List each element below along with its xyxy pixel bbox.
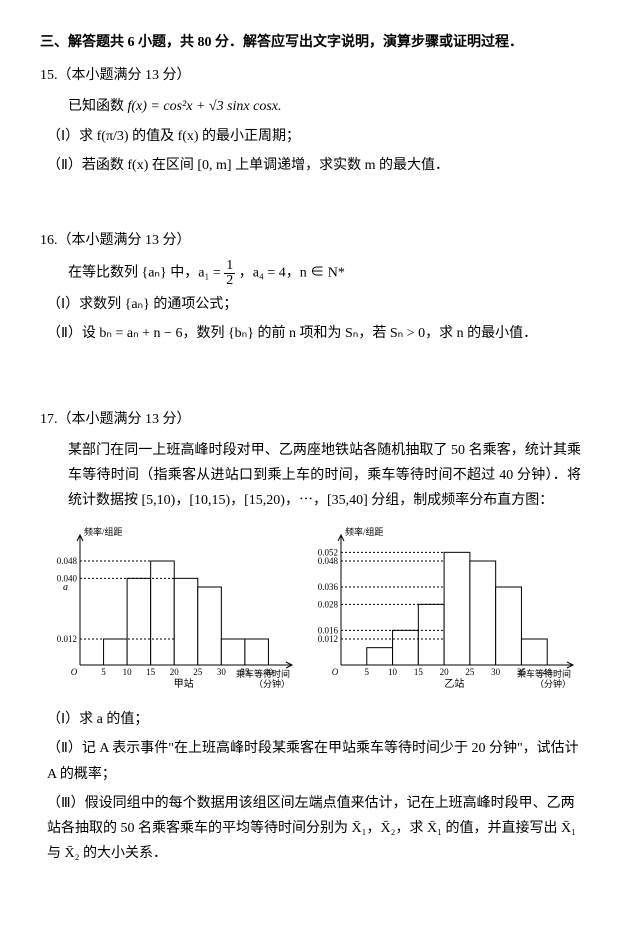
svg-text:15: 15: [414, 667, 424, 677]
p17-body: 某部门在同一上班高峰时段对甲、乙两座地铁站各随机抽取了 50 名乘客，统计其乘车…: [40, 438, 581, 514]
p16-frac: 1 2: [224, 259, 235, 288]
problem-16: 16.（本小题满分 13 分） 在等比数列 {aₙ} 中，a₁ = 1 2 ，a…: [40, 228, 581, 347]
svg-text:频率/组距: 频率/组距: [84, 526, 123, 537]
problem-16-given: 在等比数列 {aₙ} 中，a₁ = 1 2 ，a₄ = 4，n ∈ N*: [40, 259, 581, 288]
svg-text:30: 30: [217, 667, 227, 677]
p17-part3: （Ⅲ）假设同组中的每个数据用该组区间左端点值来估计，记在上班高峰时段甲、乙两站各…: [40, 791, 581, 867]
svg-text:0.016: 0.016: [318, 626, 339, 636]
charts-row: 0.0120.0400.048aO510152025303540频率/组距甲站乘…: [40, 525, 581, 695]
problem-17-header: 17.（本小题满分 13 分）: [40, 407, 581, 432]
p15-given-pre: 已知函数: [68, 99, 128, 114]
svg-text:5: 5: [365, 667, 370, 677]
svg-text:10: 10: [388, 667, 398, 677]
svg-text:甲站: 甲站: [174, 677, 194, 690]
p16-frac-den: 2: [224, 274, 235, 288]
p16-part2: （Ⅱ）设 bₙ = aₙ + n − 6，数列 {bₙ} 的前 n 项和为 Sₙ…: [40, 321, 581, 346]
svg-text:（分钟）: （分钟）: [535, 678, 571, 689]
chart-yi: 0.0120.016 0.028 0.036 0.0480.052 O 5 10 15 20 25…: [301, 525, 581, 695]
section-header: 三、解答题共 6 小题，共 80 分．解答应写出文字说明，演算步骤或证明过程．: [40, 30, 581, 55]
svg-text:乙站: 乙站: [444, 677, 464, 690]
svg-text:O: O: [71, 667, 78, 677]
svg-text:0.012: 0.012: [318, 634, 338, 644]
svg-text:25: 25: [193, 667, 203, 677]
svg-text:25: 25: [465, 667, 475, 677]
svg-text:10: 10: [123, 667, 133, 677]
svg-text:0.052: 0.052: [318, 548, 338, 558]
p16-part1: （Ⅰ）求数列 {aₙ} 的通项公式；: [40, 292, 581, 317]
svg-text:15: 15: [146, 667, 156, 677]
problem-15-header: 15.（本小题满分 13 分）: [40, 63, 581, 88]
svg-text:5: 5: [101, 667, 106, 677]
svg-text:0.028: 0.028: [318, 600, 339, 610]
svg-text:0.048: 0.048: [318, 556, 339, 566]
p16-given-post: ，a₄ = 4，n ∈ N*: [239, 266, 345, 281]
svg-text:0.012: 0.012: [57, 634, 77, 644]
svg-text:20: 20: [170, 667, 180, 677]
svg-text:乘车等待时间: 乘车等待时间: [236, 668, 290, 679]
svg-text:频率/组距: 频率/组距: [345, 526, 384, 537]
svg-text:（分钟）: （分钟）: [254, 678, 290, 689]
p15-part2: （Ⅱ）若函数 f(x) 在区间 [0, m] 上单调递增，求实数 m 的最大值．: [40, 153, 581, 178]
problem-17: 17.（本小题满分 13 分） 某部门在同一上班高峰时段对甲、乙两座地铁站各随机…: [40, 407, 581, 867]
svg-text:30: 30: [491, 667, 501, 677]
problem-15: 15.（本小题满分 13 分） 已知函数 f(x) = cos²x + √3 s…: [40, 63, 581, 178]
p15-part1: （Ⅰ）求 f(π/3) 的值及 f(x) 的最小正周期；: [40, 124, 581, 149]
p16-given-pre: 在等比数列 {aₙ} 中，a₁ =: [68, 266, 224, 281]
p17-part2: （Ⅱ）记 A 表示事件"在上班高峰时段某乘客在甲站乘车等待时间少于 20 分钟"…: [40, 736, 581, 786]
svg-text:0.048: 0.048: [57, 556, 78, 566]
svg-text:a: a: [63, 582, 68, 593]
svg-text:乘车等待时间: 乘车等待时间: [517, 668, 571, 679]
chart-jia: 0.0120.0400.048aO510152025303540频率/组距甲站乘…: [40, 525, 300, 695]
svg-text:20: 20: [440, 667, 450, 677]
p17-part1: （Ⅰ）求 a 的值；: [40, 707, 581, 732]
problem-16-header: 16.（本小题满分 13 分）: [40, 228, 581, 253]
svg-text:0.036: 0.036: [318, 582, 339, 592]
p15-given-math: f(x) = cos²x + √3 sinx cosx.: [128, 99, 282, 114]
p16-frac-num: 1: [224, 259, 235, 274]
problem-15-given: 已知函数 f(x) = cos²x + √3 sinx cosx.: [40, 94, 581, 119]
svg-text:O: O: [332, 667, 339, 677]
